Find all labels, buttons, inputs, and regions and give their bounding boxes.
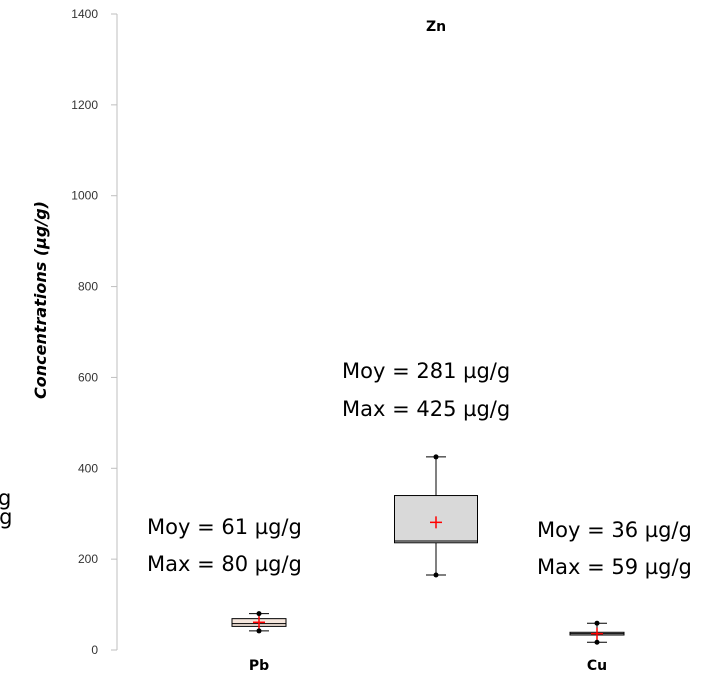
min-point	[256, 628, 262, 634]
max-point	[433, 454, 439, 460]
annotation-text: Moy = 61 µg/g	[147, 515, 302, 539]
y-axis-title: Concentrations (µg/g)	[31, 201, 50, 399]
max-point	[594, 620, 600, 626]
annotation-text: Max = 425 µg/g	[342, 397, 510, 421]
annotation-text: Moy = 36 µg/g	[537, 518, 692, 542]
annotation-text: Max = 59 µg/g	[537, 555, 692, 579]
category-label-cu: Cu	[587, 658, 607, 673]
annotation-text: Max = 80 µg/g	[147, 552, 302, 576]
annotation-text: Moy = 281 µg/g	[342, 359, 510, 383]
category-label-pb: Pb	[249, 658, 269, 673]
min-point	[433, 572, 439, 578]
y-tick-label: 1200	[71, 98, 98, 112]
y-tick-label: 200	[78, 552, 98, 566]
y-tick-label: 0	[91, 643, 98, 657]
y-tick-label: 1000	[71, 189, 98, 203]
y-tick-label: 400	[78, 461, 98, 475]
clipped-annotation-text: /g	[0, 505, 12, 529]
y-tick-label: 800	[78, 280, 98, 294]
clipped-annotation-text: g	[0, 486, 11, 510]
category-label-zn: Zn	[426, 19, 446, 35]
min-point	[594, 639, 600, 645]
max-point	[256, 611, 262, 617]
y-tick-label: 1400	[71, 7, 98, 21]
y-tick-label: 600	[78, 370, 98, 384]
